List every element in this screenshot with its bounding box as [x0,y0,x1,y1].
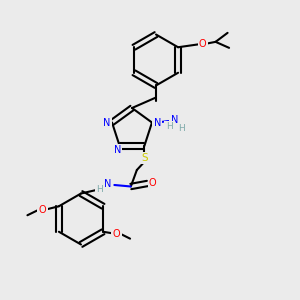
Text: N: N [114,146,121,155]
Text: H: H [97,185,103,194]
Text: O: O [113,229,120,239]
Text: S: S [141,153,148,163]
Text: N: N [103,118,110,128]
Text: O: O [39,205,46,215]
Text: O: O [199,39,206,49]
Text: O: O [149,178,157,188]
Text: H: H [166,122,172,131]
Text: H: H [178,124,185,133]
Text: O: O [113,229,120,239]
Text: N: N [154,118,161,128]
Text: N: N [171,115,178,125]
Text: N: N [104,179,111,189]
Text: O: O [39,205,46,215]
